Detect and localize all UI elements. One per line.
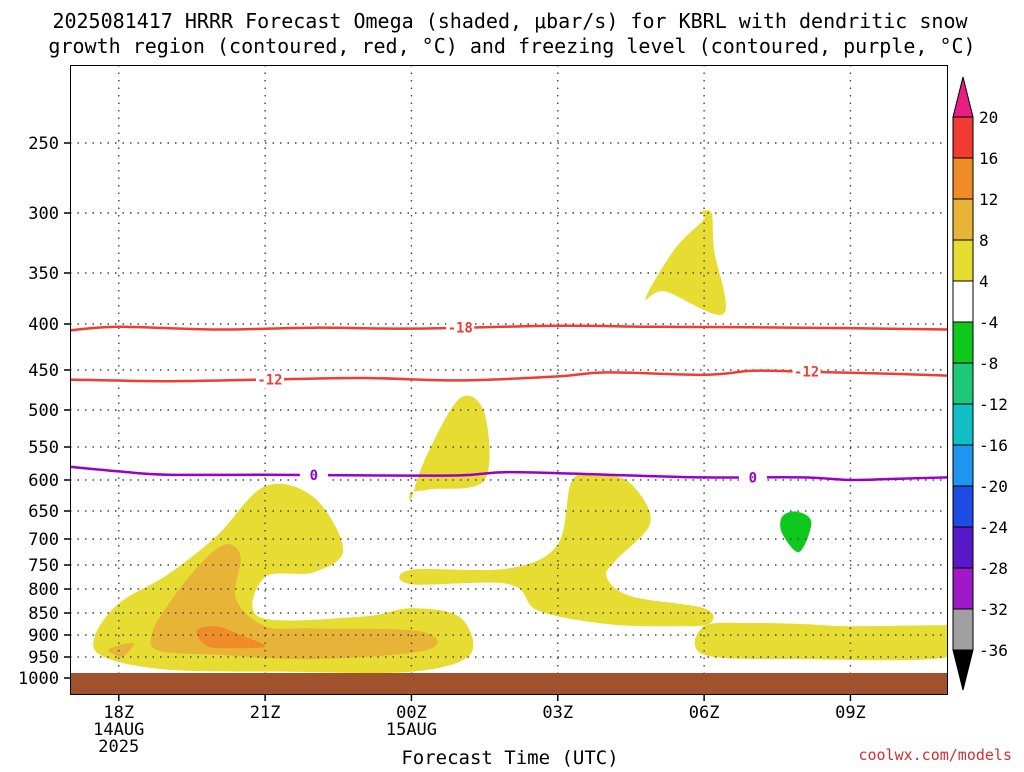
x-tick-label: 2025 — [98, 737, 139, 757]
y-tick-label-300: 300 — [28, 204, 59, 224]
y-tick-label-950: 950 — [28, 648, 59, 668]
pressure-axis: 2503003504004505005506006507007508008509… — [18, 134, 70, 689]
colorbar-label: 4 — [979, 272, 989, 291]
colorbar-segment — [952, 239, 974, 282]
colorbar-label: -28 — [979, 559, 1008, 578]
colorbar-label: 8 — [979, 231, 989, 250]
contour-label-bg — [299, 466, 328, 485]
colorbar-segment — [952, 157, 974, 200]
contour-0 — [70, 465, 948, 482]
y-tick-label-450: 450 — [28, 361, 59, 381]
colorbar-bottom-arrow — [952, 649, 974, 691]
colorbar-segment — [952, 526, 974, 569]
y-tick-label-400: 400 — [28, 315, 59, 335]
y-tick-label-250: 250 — [28, 134, 59, 154]
ground-below-surface — [70, 673, 948, 695]
colorbar-segment — [952, 362, 974, 405]
colorbar-label: -8 — [979, 354, 998, 373]
contour-label-0: 0 — [310, 468, 318, 484]
y-tick-label-600: 600 — [28, 471, 59, 491]
x-tick-label: 15AUG — [386, 720, 437, 740]
colorbar-label: 12 — [979, 190, 998, 209]
colorbar-label: -20 — [979, 477, 1008, 496]
colorbar-label: -24 — [979, 518, 1008, 537]
y-tick-label-750: 750 — [28, 556, 59, 576]
temperature-contours: -18 -12 -12 0 0 — [70, 318, 948, 487]
colorbar-segment — [952, 444, 974, 487]
colorbar-top-arrow — [952, 76, 974, 118]
y-tick-label-900: 900 — [28, 626, 59, 646]
contour-label--12: -12 — [257, 373, 282, 389]
y-tick-label-850: 850 — [28, 604, 59, 624]
omega-region-12-7 — [196, 626, 266, 649]
colorbar-segment — [952, 608, 974, 651]
colorbar-segment — [952, 485, 974, 528]
omega-region-4-4 — [694, 622, 948, 661]
colorbar-label: -32 — [979, 600, 1008, 619]
site-credit: coolwx.com/models — [858, 746, 1012, 764]
omega-region-8-6 — [108, 642, 134, 657]
omega-shaded-regions — [93, 210, 948, 674]
colorbar-label: 16 — [979, 149, 998, 168]
colorbar-segment — [952, 403, 974, 446]
chart-title-line-1: 2025081417 HRRR Forecast Omega (shaded, … — [52, 9, 968, 33]
y-tick-label-350: 350 — [28, 264, 59, 284]
colorbar-segment — [952, 567, 974, 610]
contour-label-0: 0 — [749, 470, 757, 486]
y-tick-label-800: 800 — [28, 580, 59, 600]
omega-region-4-1 — [409, 395, 490, 501]
contour-label-bg — [738, 468, 767, 487]
colorbar-label: -36 — [979, 641, 1008, 660]
colorbar-label: -16 — [979, 436, 1008, 455]
colorbar: 20 16 12 8 4 -4 -8 -12 -16 -20 -24 -28 -32 -36 — [952, 76, 1008, 691]
chart-title-line-2: growth region (contoured, red, °C) and f… — [48, 34, 975, 58]
x-tick-label: 14AUG — [93, 720, 144, 740]
y-tick-label-500: 500 — [28, 401, 59, 421]
colorbar-segment — [952, 280, 974, 323]
contour-label-bg — [446, 318, 475, 337]
x-tick-label: 03Z — [542, 703, 573, 723]
plot-area: -18 -12 -12 0 0 — [70, 65, 948, 695]
contour-label--18: -18 — [448, 321, 473, 337]
x-tick-label: 00Z — [396, 703, 427, 723]
colorbar-segment — [952, 321, 974, 364]
x-tick-label: 06Z — [689, 703, 720, 723]
y-tick-label-1000: 1000 — [18, 669, 59, 689]
x-tick-label: 18Z — [103, 703, 134, 723]
colorbar-label: -12 — [979, 395, 1008, 414]
colorbar-label: -4 — [979, 313, 998, 332]
colorbar-segment — [952, 198, 974, 241]
x-axis-title: Forecast Time (UTC) — [401, 747, 618, 768]
omega-region--8-8 — [780, 511, 812, 553]
contour-label-bg — [792, 362, 821, 381]
omega-region-4-2 — [399, 472, 714, 627]
contour-label--12: -12 — [794, 365, 819, 381]
y-tick-label-700: 700 — [28, 530, 59, 550]
colorbar-label: 20 — [979, 108, 998, 127]
x-tick-label: 21Z — [250, 703, 281, 723]
x-tick-label: 09Z — [835, 703, 866, 723]
contour-label-bg — [255, 370, 284, 389]
contour--18 — [70, 324, 948, 332]
y-tick-label-650: 650 — [28, 502, 59, 522]
colorbar-segment — [952, 116, 974, 159]
omega-region-4-3 — [645, 210, 726, 315]
y-tick-label-550: 550 — [28, 438, 59, 458]
